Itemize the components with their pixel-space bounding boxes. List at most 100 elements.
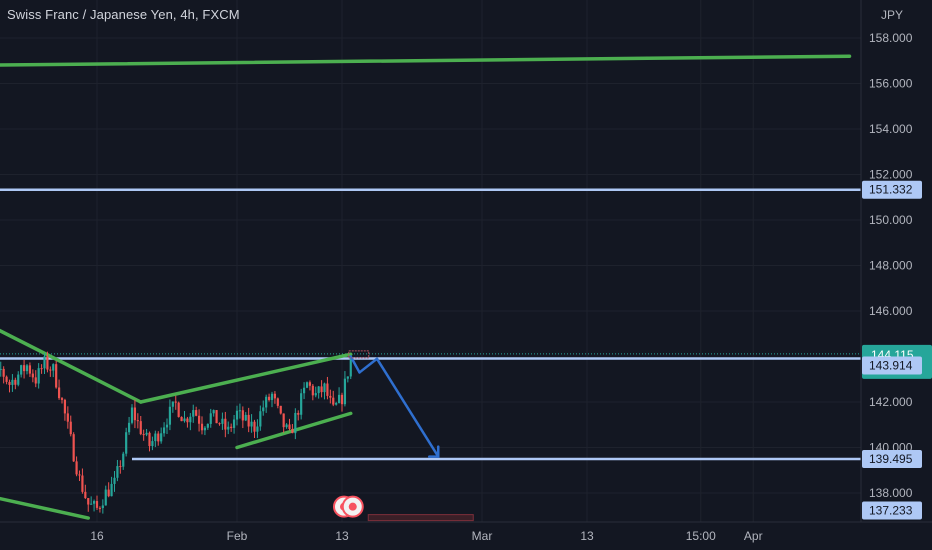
candle-body (98, 507, 102, 509)
candle-body (162, 427, 166, 434)
projection-segment[interactable] (349, 355, 361, 374)
candle-body (46, 356, 49, 370)
candle-body (302, 387, 306, 394)
candle-body (276, 398, 279, 406)
price-badge-label: 139.495 (869, 452, 913, 466)
candle-body (212, 410, 215, 414)
event-markers[interactable] (333, 495, 364, 518)
candle-body (101, 505, 104, 509)
axis-tick-label: 154.000 (869, 122, 913, 136)
candle-body (335, 403, 338, 405)
projection-segment[interactable] (358, 357, 379, 374)
candle-body (55, 364, 58, 388)
price-axis[interactable]: JPY 158.000 156.000 154.000 152.000 150.000 14… (860, 0, 913, 522)
trendline[interactable] (0, 318, 143, 404)
trendlines[interactable] (0, 54, 852, 520)
range-box[interactable] (348, 350, 370, 359)
time-axis[interactable]: 16 Feb 13 Mar 13 15:00 Apr (0, 521, 932, 543)
candle-body (14, 379, 17, 385)
candle-body (288, 424, 291, 430)
axis-tick-label: 138.000 (869, 486, 913, 500)
candle-body (332, 397, 335, 405)
candle-body (192, 410, 195, 417)
axis-tick-label: 150.000 (869, 213, 913, 227)
axis-tick-label: 142.000 (869, 395, 913, 409)
axis-tick-label: 13 (335, 529, 349, 543)
candle-body (203, 427, 207, 431)
candle-body (317, 386, 320, 394)
candle-body (72, 434, 75, 462)
candle-body (323, 383, 326, 393)
candle-body (267, 396, 271, 401)
candle-body (326, 383, 329, 396)
price-badge-label: 151.332 (869, 183, 913, 197)
range-box-lower[interactable] (367, 514, 474, 522)
candle-body (0, 368, 2, 370)
price-badge-label: 137.233 (869, 503, 913, 517)
candle-body (116, 466, 119, 478)
candle-body (22, 365, 26, 372)
candle-body (311, 385, 314, 396)
candle-body (279, 405, 282, 414)
candle-body (265, 396, 268, 408)
projection-segment[interactable] (375, 357, 440, 458)
candle-body (43, 356, 46, 369)
candle-body (186, 418, 189, 423)
candle-body (69, 421, 72, 435)
candle-body (320, 386, 323, 393)
candle-body (273, 393, 277, 399)
candle-body (308, 382, 312, 386)
candle-body (20, 365, 23, 375)
candle-body (235, 410, 239, 420)
axis-tick-label: 158.000 (869, 31, 913, 45)
candle-body (133, 407, 137, 421)
candle-body (230, 426, 233, 428)
trendline[interactable] (0, 54, 852, 67)
axis-tick-label: 152.000 (869, 168, 913, 182)
candle-body (259, 411, 262, 427)
candle-body (189, 416, 192, 423)
candle-body (75, 461, 78, 475)
candle-body (92, 501, 96, 504)
event-marker-dot (348, 502, 357, 511)
candle-body (136, 420, 139, 422)
candle-body (177, 402, 180, 417)
axis-tick-label: 156.000 (869, 77, 913, 91)
candle-body (200, 423, 204, 431)
candle-body (218, 423, 221, 425)
candle-body (232, 419, 236, 428)
candle-body (227, 426, 230, 430)
candle-body (160, 433, 163, 442)
axis-currency-label: JPY (881, 8, 903, 22)
candle-body (60, 398, 64, 400)
candle-body (31, 373, 34, 378)
axis-tick-label: 16 (90, 529, 104, 543)
candle-body (104, 489, 107, 506)
candle-body (346, 376, 349, 379)
price-badges: 144.11501:49:52151.332143.914139.495137.… (862, 180, 932, 520)
candle-body (349, 357, 352, 377)
horizontal-levels[interactable] (0, 188, 861, 461)
symbol-title[interactable]: Swiss Franc / Japanese Yen, 4h, FXCM (7, 7, 240, 22)
projection-arrowhead[interactable] (428, 445, 440, 458)
candle-body (195, 410, 198, 416)
candle-body (66, 413, 69, 422)
candle-body (337, 394, 341, 404)
axis-tick-label: 146.000 (869, 304, 913, 318)
candle-body (206, 423, 209, 428)
axis-tick-label: Apr (744, 529, 763, 543)
chart-grid (0, 0, 861, 522)
candle-body (180, 416, 183, 422)
candle-body (107, 489, 110, 497)
candle-body (250, 421, 253, 427)
trendline[interactable] (0, 493, 90, 520)
projection-arrow[interactable] (348, 350, 474, 522)
candle-body (305, 382, 309, 388)
candle-body (95, 501, 99, 508)
candle-body (25, 365, 29, 372)
trendline[interactable] (139, 352, 353, 404)
trendline[interactable] (235, 411, 353, 450)
candle-body (2, 368, 5, 377)
candle-body (291, 429, 294, 434)
